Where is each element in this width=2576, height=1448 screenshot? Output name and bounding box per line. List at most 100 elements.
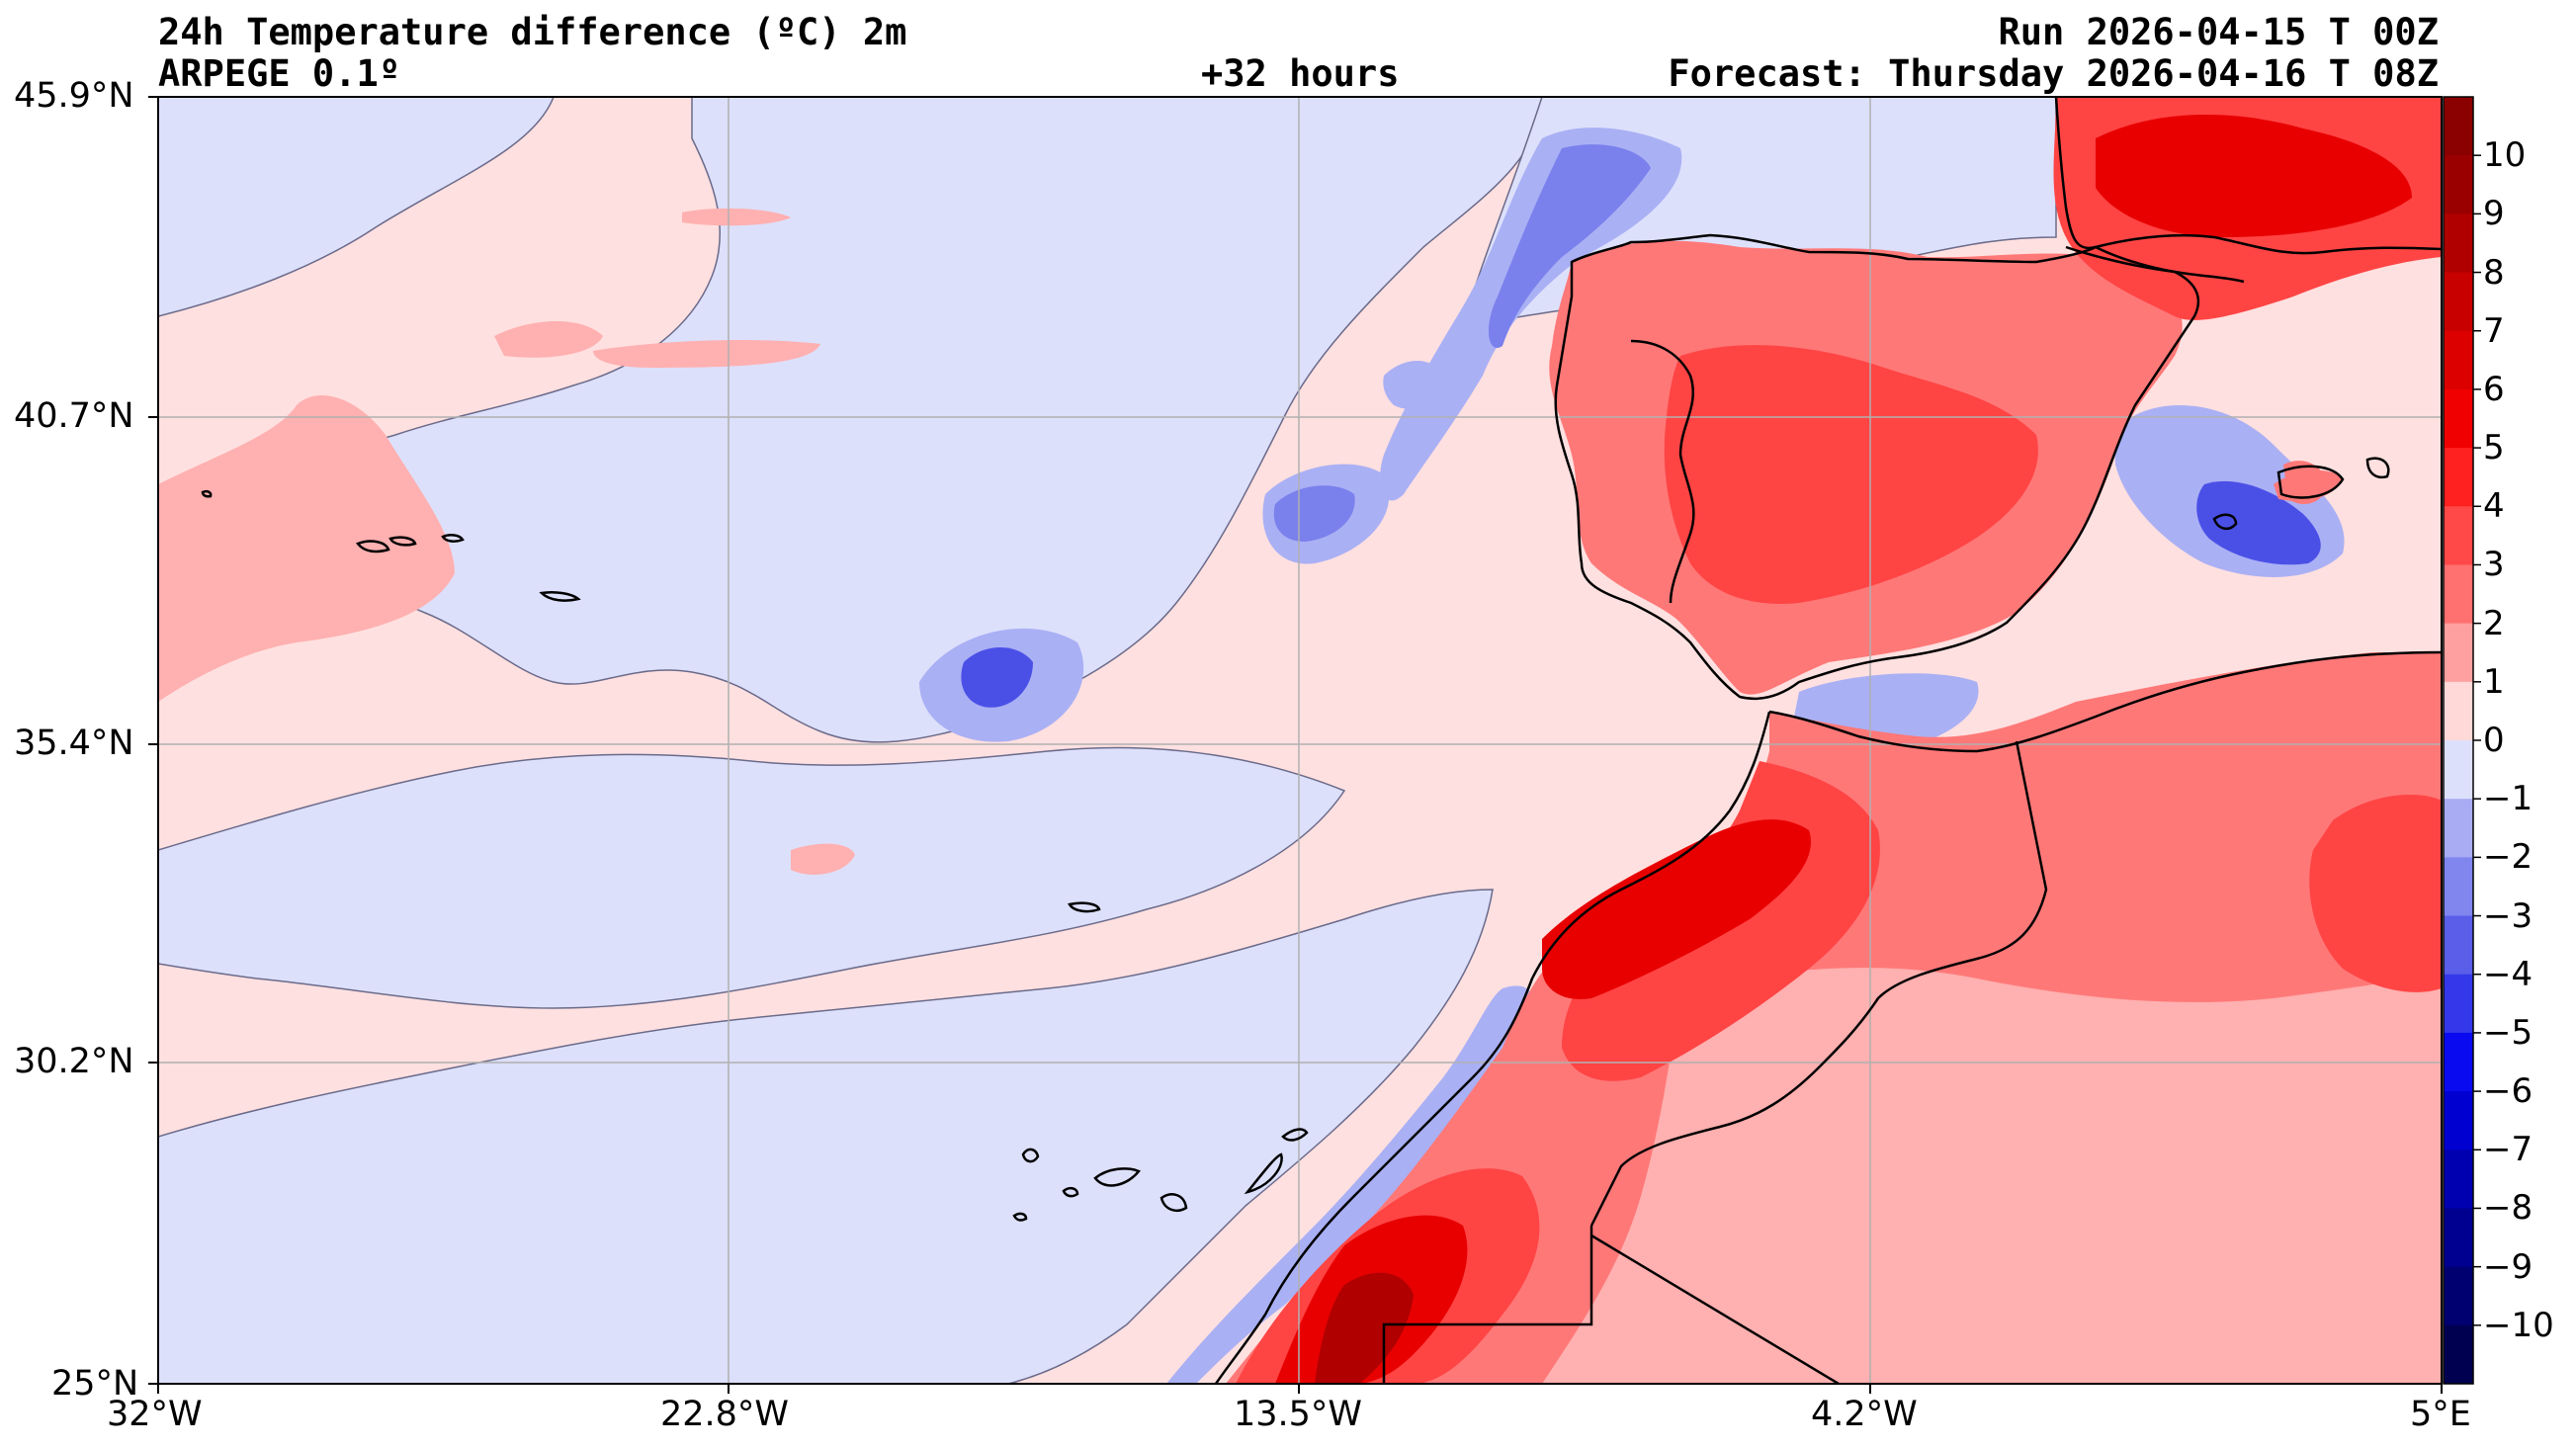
colorbar-swatch xyxy=(2444,213,2473,274)
colorbar-swatch xyxy=(2444,388,2473,449)
colorbar-tick-label: 10 xyxy=(2483,135,2527,176)
ocean-cool-band-north xyxy=(323,97,1543,743)
colorbar-swatch xyxy=(2444,1324,2473,1385)
coastline-canary-2 xyxy=(1093,1167,1142,1187)
coastline-azores-5 xyxy=(201,489,213,498)
colorbar-tick-label: 5 xyxy=(2483,428,2505,468)
ocean-cool-band-central xyxy=(158,746,1346,1009)
warm-streak-1 xyxy=(494,321,603,358)
colorbar-swatch xyxy=(2444,740,2473,800)
warm-atlas-core xyxy=(1542,819,1811,999)
model-label: ARPEGE 0.1º xyxy=(158,52,401,95)
colorbar-swatch xyxy=(2444,857,2473,917)
warm-streak-2 xyxy=(593,340,820,368)
colorbar-swatch xyxy=(2444,448,2473,507)
coastline-azores-2 xyxy=(388,536,417,547)
cool-anomaly-madeira-core xyxy=(961,647,1033,708)
colorbar-tick-label: 2 xyxy=(2483,603,2505,643)
axis-ticks xyxy=(148,96,2443,1394)
colorbar-swatch xyxy=(2444,272,2473,332)
lon-tick-label: 32°W xyxy=(107,1395,203,1434)
ocean-cool-band-south xyxy=(158,889,1494,1384)
colorbar-tick-label: 9 xyxy=(2483,194,2505,234)
colorbar-tick-label: −6 xyxy=(2483,1071,2533,1112)
coastline-ibiza xyxy=(2212,513,2238,531)
colorbar-tick-label: 0 xyxy=(2483,721,2505,760)
lat-tick-label: 45.9°N xyxy=(14,76,134,116)
lon-tick-label: 13.5°W xyxy=(1234,1395,1363,1434)
colorbar-swatch xyxy=(2444,623,2473,683)
warm-anomaly-azores xyxy=(158,395,455,702)
warm-land-france-core xyxy=(2096,115,2412,237)
coastlines xyxy=(201,97,2442,1384)
coastline-north-africa xyxy=(1768,650,2442,753)
coastline-canary-1 xyxy=(1021,1148,1040,1163)
colorbar-swatch xyxy=(2444,97,2473,156)
border-western-sahara xyxy=(1382,1226,1593,1384)
colorbar-tick-label: −4 xyxy=(2483,954,2533,994)
warm-land-africa-lighter xyxy=(1542,968,2442,1384)
ocean-cool-band-west xyxy=(158,97,555,317)
colorbar-swatch xyxy=(2444,155,2473,214)
colorbar-tick-label: 3 xyxy=(2483,545,2505,585)
colorbar-tick-label: 8 xyxy=(2483,252,2505,293)
lead-time-label: +32 hours xyxy=(1201,52,1400,95)
border-algeria-morocco xyxy=(1589,740,2048,1227)
coastline-canary-7 xyxy=(1012,1212,1028,1222)
colorbar-tick-label: −9 xyxy=(2483,1246,2533,1287)
cool-anomaly-galicia-core xyxy=(1488,144,1651,348)
forecast-label: Forecast: Thursday 2026-04-16 T 08Z xyxy=(1668,52,2439,95)
coastline-balearic-mallorca xyxy=(2276,465,2345,499)
coastline-morocco-atlantic xyxy=(1214,711,1771,1384)
colorbar-tick-label: −5 xyxy=(2483,1012,2533,1053)
lat-tick-label: 35.4°N xyxy=(14,724,134,763)
lon-tick-label: 22.8°W xyxy=(660,1395,790,1434)
run-label: Run 2026-04-15 T 00Z xyxy=(1998,11,2439,53)
warm-land-iberia-core xyxy=(1664,345,2038,604)
colorbar-tick-label: 1 xyxy=(2483,661,2505,702)
border-mauritania xyxy=(1590,1234,1840,1384)
colorbar xyxy=(2443,96,2481,1385)
border-portugal-spain xyxy=(1630,339,1695,604)
coastline-canary-5 xyxy=(1281,1128,1309,1142)
colorbar-swatch xyxy=(2444,915,2473,976)
border-pyrenees xyxy=(2065,245,2245,284)
colorbar-tick-label: −7 xyxy=(2483,1130,2533,1170)
coastline-azores-1 xyxy=(356,540,390,554)
coastline-azores-3 xyxy=(441,534,465,543)
colorbar-swatch xyxy=(2444,564,2473,625)
colorbar-swatch xyxy=(2444,974,2473,1034)
colorbar-tick-label: −2 xyxy=(2483,837,2533,878)
cool-anomaly-balearic-core xyxy=(2196,480,2321,565)
colorbar-tick-label: 6 xyxy=(2483,369,2505,409)
colorbar-swatch xyxy=(2444,1266,2473,1326)
colorbar-tick-label: 7 xyxy=(2483,310,2505,351)
map-title: 24h Temperature difference (ºC) 2m xyxy=(158,11,907,53)
colorbar-swatch xyxy=(2444,1208,2473,1268)
colorbar-swatch xyxy=(2444,1150,2473,1209)
lat-tick-label: 40.7°N xyxy=(14,396,134,436)
warm-patch-offshore xyxy=(791,843,855,875)
colorbar-tick-label: −1 xyxy=(2483,779,2533,819)
lat-tick-label: 25°N xyxy=(51,1364,139,1404)
lat-tick-label: 30.2°N xyxy=(14,1042,134,1081)
cool-anomaly-galicia xyxy=(1380,128,1682,501)
map-field xyxy=(158,97,2442,1384)
colorbar-tick-label: −10 xyxy=(2483,1305,2554,1345)
cool-anomaly-morocco-coast xyxy=(1166,985,1533,1384)
colorbar-swatch xyxy=(2444,1032,2473,1092)
colorbar-swatch xyxy=(2444,1091,2473,1150)
coastline-france xyxy=(2054,97,2442,255)
coastline-madeira xyxy=(1068,901,1101,913)
colorbar-swatch xyxy=(2444,681,2473,741)
lon-tick-label: 5°E xyxy=(2410,1395,2471,1434)
warm-east-morocco xyxy=(2309,795,2442,992)
lon-tick-label: 4.2°W xyxy=(1811,1395,1918,1434)
coastline-canary-6 xyxy=(1062,1186,1079,1198)
colorbar-swatch xyxy=(2444,330,2473,390)
coastline-iberia xyxy=(1554,233,2200,701)
cool-anomaly-offshore-2 xyxy=(1273,485,1355,542)
warm-sahara-darkest xyxy=(1315,1272,1414,1384)
cool-anomaly-offshore-3 xyxy=(1383,361,1443,409)
